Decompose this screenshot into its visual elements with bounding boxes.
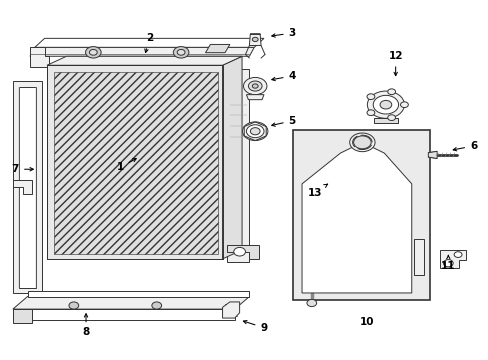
- Circle shape: [252, 37, 258, 41]
- Text: 12: 12: [387, 51, 402, 76]
- Circle shape: [366, 94, 374, 100]
- Circle shape: [85, 46, 101, 58]
- Circle shape: [443, 260, 452, 267]
- Polygon shape: [246, 95, 264, 100]
- Text: 10: 10: [359, 317, 374, 327]
- Circle shape: [366, 91, 404, 118]
- Circle shape: [366, 110, 374, 116]
- Circle shape: [233, 247, 245, 256]
- Circle shape: [453, 252, 461, 257]
- Text: 6: 6: [452, 141, 476, 151]
- Polygon shape: [27, 291, 249, 297]
- Polygon shape: [13, 309, 234, 320]
- Text: 4: 4: [271, 71, 295, 81]
- Polygon shape: [13, 180, 32, 194]
- Circle shape: [243, 77, 266, 95]
- Circle shape: [152, 302, 161, 309]
- Circle shape: [246, 125, 264, 138]
- Circle shape: [387, 115, 395, 121]
- Polygon shape: [373, 118, 397, 123]
- FancyBboxPatch shape: [54, 72, 217, 253]
- Polygon shape: [35, 39, 264, 47]
- Polygon shape: [227, 244, 259, 259]
- Circle shape: [306, 300, 316, 307]
- Polygon shape: [302, 142, 411, 293]
- Circle shape: [250, 128, 260, 135]
- Circle shape: [69, 302, 79, 309]
- Polygon shape: [47, 56, 242, 65]
- Circle shape: [372, 95, 398, 114]
- Circle shape: [252, 84, 258, 88]
- Text: 13: 13: [307, 184, 327, 198]
- Text: 9: 9: [243, 320, 267, 333]
- Polygon shape: [205, 44, 229, 53]
- Circle shape: [400, 102, 407, 108]
- Polygon shape: [222, 56, 242, 259]
- Circle shape: [387, 89, 395, 95]
- Text: 2: 2: [144, 33, 153, 53]
- Text: 3: 3: [271, 28, 295, 38]
- Polygon shape: [47, 65, 222, 259]
- Polygon shape: [19, 87, 36, 288]
- Text: 8: 8: [82, 314, 89, 337]
- FancyBboxPatch shape: [293, 130, 429, 300]
- Polygon shape: [427, 151, 436, 158]
- Circle shape: [248, 81, 262, 91]
- Circle shape: [379, 100, 391, 109]
- Text: 5: 5: [271, 116, 295, 126]
- Text: 11: 11: [440, 255, 455, 271]
- Circle shape: [349, 133, 374, 152]
- Polygon shape: [13, 81, 42, 293]
- Circle shape: [173, 46, 188, 58]
- Polygon shape: [30, 47, 254, 56]
- Circle shape: [89, 49, 97, 55]
- Polygon shape: [13, 309, 32, 323]
- Polygon shape: [413, 239, 423, 275]
- Text: 1: 1: [116, 159, 136, 172]
- Polygon shape: [249, 34, 261, 45]
- Polygon shape: [13, 297, 249, 309]
- Polygon shape: [30, 47, 49, 67]
- Circle shape: [177, 49, 184, 55]
- Polygon shape: [227, 69, 249, 262]
- Circle shape: [353, 136, 370, 149]
- Polygon shape: [439, 250, 466, 268]
- Text: 7: 7: [12, 164, 33, 174]
- Circle shape: [242, 122, 267, 140]
- Polygon shape: [222, 302, 239, 318]
